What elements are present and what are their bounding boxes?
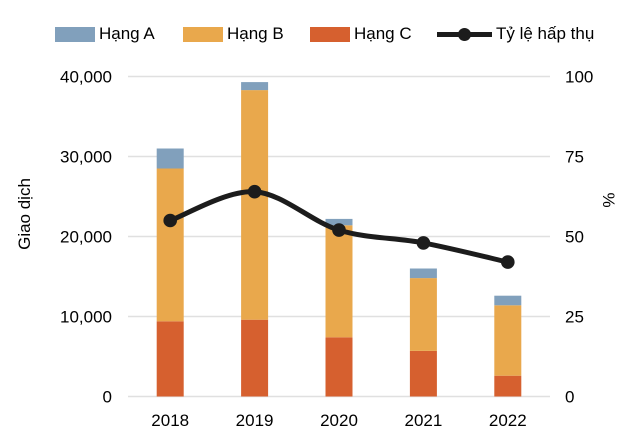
right-axis-tick-label: 100 [565,68,593,87]
legend-item-1: Hạng A [55,24,155,43]
left-axis-tick-label: 20,000 [60,228,112,247]
bar-segment-hạng-c [241,319,269,397]
bar-segment-hạng-a [325,218,353,226]
right-axis-tick-label: 75 [565,148,584,167]
left-axis-tick-label: 10,000 [60,308,112,327]
legend-swatch-icon [55,26,95,42]
legend-swatch-icon [183,26,223,42]
bar-segment-hạng-b [325,225,353,338]
bar-segment-hạng-b [241,90,269,320]
bar-segment-hạng-b [494,305,522,376]
bar-segment-hạng-b [409,278,437,351]
legend-swatch-icon [310,26,350,42]
right-axis-tick-label: 50 [565,228,584,247]
left-axis-title: Giao dịch [15,178,34,250]
bar-segment-hạng-c [409,350,437,397]
right-axis-title: % [599,192,618,207]
line-data-point [332,223,346,237]
bar-segment-hạng-a [241,82,269,91]
line-data-point [501,255,515,269]
left-axis-tick-label: 30,000 [60,148,112,167]
legend-label: Hạng A [99,24,155,43]
left-axis-tick-label: 0 [103,388,112,407]
line-data-point [247,184,262,199]
line-data-point [416,236,431,250]
x-axis-tick-label: 2022 [489,411,527,430]
right-axis-tick-label: 0 [565,388,574,407]
x-axis-tick-label: 2021 [404,411,442,430]
bar-segment-hạng-a [156,148,184,169]
legend-line-marker-icon [437,27,492,42]
right-axis-tick-label: 25 [565,308,584,327]
bar-segment-hạng-a [494,295,522,306]
legend-label: Hạng C [354,24,412,43]
x-axis-tick-label: 2020 [320,411,358,430]
legend-item-2: Hạng B [183,24,284,43]
bar-segment-hạng-c [156,321,184,397]
chart-legend: Hạng A Hạng B Hạng C Tỷ lệ hấp thụ [0,0,640,55]
legend-label: Tỷ lệ hấp thụ [496,24,595,43]
bar-segment-hạng-c [494,375,522,397]
line-data-point [163,213,177,228]
bar-segment-hạng-c [325,337,353,397]
x-axis-tick-label: 2019 [236,411,274,430]
left-axis-tick-label: 40,000 [60,68,112,87]
bar-segment-hạng-b [156,168,184,322]
bar-segment-hạng-a [409,268,437,279]
legend-label: Hạng B [227,24,284,43]
legend-item-4: Tỷ lệ hấp thụ [437,24,595,43]
legend-item-3: Hạng C [310,24,412,43]
legend-dot-icon [458,27,471,41]
x-axis-tick-label: 2018 [151,411,189,430]
